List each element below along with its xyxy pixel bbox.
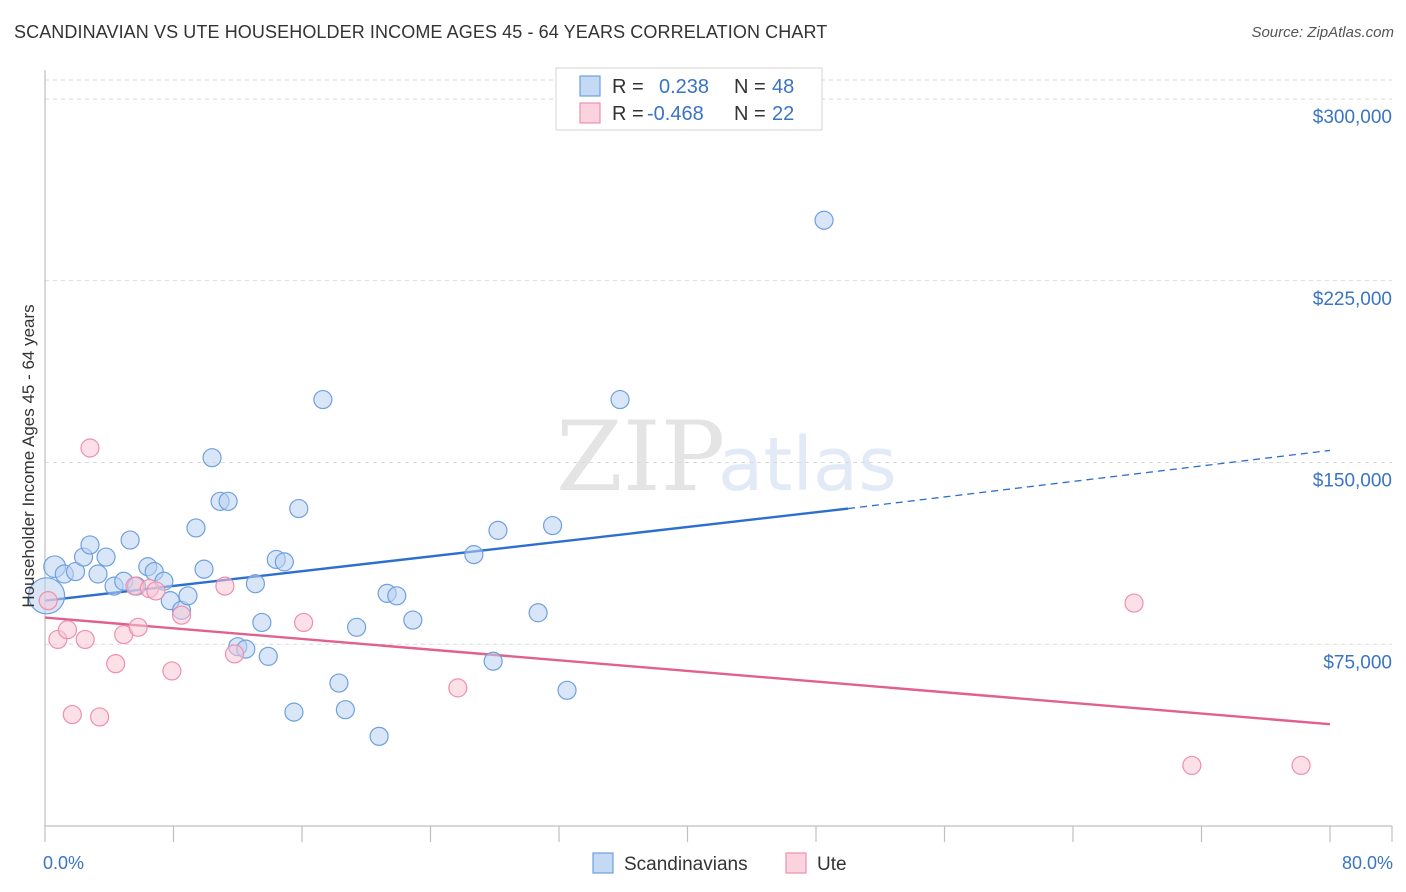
legend-swatch-scandinavians bbox=[579, 75, 601, 97]
legend-r-value-1: 0.238 bbox=[659, 76, 709, 98]
data-point-scandinavians bbox=[194, 559, 214, 579]
data-point-ute bbox=[171, 605, 192, 625]
y-tick-label: $300,000 bbox=[1313, 107, 1392, 128]
data-point-scandinavians bbox=[65, 561, 86, 582]
data-point-scandinavians bbox=[528, 603, 548, 623]
data-point-ute bbox=[57, 620, 78, 640]
legend-n-value-1: 48 bbox=[772, 76, 794, 98]
legend-n-label-2: N = bbox=[734, 103, 766, 125]
data-point-scandinavians bbox=[403, 610, 423, 630]
data-point-ute bbox=[75, 629, 95, 650]
data-point-scandinavians bbox=[252, 612, 272, 633]
data-point-scandinavians bbox=[335, 700, 355, 720]
data-point-scandinavians bbox=[464, 545, 484, 565]
data-point-ute bbox=[224, 644, 245, 664]
data-point-ute bbox=[448, 678, 468, 698]
data-point-ute bbox=[162, 661, 182, 681]
legend-r-value-2: -0.468 bbox=[647, 103, 704, 125]
axes bbox=[44, 70, 1393, 842]
stats-legend: R = 0.238 N = 48 R = -0.468 N = 22 bbox=[555, 67, 823, 131]
watermark-atlas: atlas bbox=[718, 422, 897, 508]
series-legend-swatch-scandinavians bbox=[592, 852, 614, 874]
data-point-scandinavians bbox=[329, 673, 349, 693]
data-point-scandinavians bbox=[96, 547, 116, 567]
data-point-scandinavians bbox=[483, 651, 503, 671]
series-legend-label-ute: Ute bbox=[817, 854, 847, 875]
data-point-scandinavians bbox=[258, 646, 278, 666]
data-point-scandinavians bbox=[557, 680, 577, 700]
series-legend-label-scandinavians: Scandinavians bbox=[624, 854, 748, 875]
legend-r-label-2: R = bbox=[612, 103, 644, 125]
data-point-scandinavians bbox=[274, 552, 294, 572]
series-legend-swatch-ute bbox=[785, 852, 807, 874]
data-point-scandinavians bbox=[245, 574, 266, 594]
y-tick-label: $225,000 bbox=[1313, 289, 1392, 310]
x-tick-label-min: 0.0% bbox=[43, 853, 84, 873]
data-point-scandinavians bbox=[178, 586, 198, 606]
data-point-scandinavians bbox=[814, 210, 834, 230]
data-point-scandinavians bbox=[202, 448, 222, 468]
grid-lines bbox=[45, 79, 1392, 645]
data-point-scandinavians bbox=[284, 702, 304, 722]
data-point-ute bbox=[80, 438, 100, 458]
data-point-scandinavians bbox=[542, 515, 563, 536]
data-point-scandinavians bbox=[488, 520, 508, 540]
series-legend: Scandinavians Ute bbox=[592, 852, 847, 875]
trend-line-scandinavians bbox=[44, 507, 849, 602]
watermark-zip: ZIP bbox=[556, 401, 725, 513]
trend-line-extension-scandinavians bbox=[848, 449, 1331, 510]
data-point-scandinavians bbox=[610, 389, 630, 410]
data-point-ute bbox=[1124, 593, 1144, 613]
x-tick-label-max: 80.0% bbox=[1342, 853, 1393, 873]
data-point-scandinavians bbox=[347, 617, 367, 637]
chart-title: SCANDINAVIAN VS UTE HOUSEHOLDER INCOME A… bbox=[14, 22, 828, 42]
y-tick-label: $75,000 bbox=[1323, 652, 1392, 673]
data-point-scandinavians bbox=[313, 389, 333, 410]
axis-labels: $75,000 $150,000 $225,000 $300,000 0.0% 80.0%… bbox=[19, 107, 1393, 873]
y-axis-label: Householder Income Ages 45 - 64 years bbox=[19, 304, 38, 607]
data-point-ute bbox=[128, 617, 148, 637]
data-points bbox=[28, 210, 1311, 776]
data-point-scandinavians bbox=[218, 491, 238, 511]
source-credit: Source: ZipAtlas.com bbox=[1251, 24, 1394, 41]
data-point-ute bbox=[106, 654, 126, 674]
data-point-ute bbox=[62, 704, 82, 725]
legend-r-label-1: R = bbox=[612, 76, 644, 98]
data-point-ute bbox=[1182, 755, 1202, 776]
data-point-scandinavians bbox=[80, 535, 100, 555]
data-point-ute bbox=[146, 581, 166, 601]
data-point-ute bbox=[294, 612, 314, 633]
data-point-ute bbox=[90, 707, 110, 727]
legend-n-label-1: N = bbox=[734, 76, 766, 98]
data-point-ute bbox=[38, 591, 58, 611]
data-point-scandinavians bbox=[289, 498, 309, 519]
data-point-scandinavians bbox=[369, 726, 389, 746]
legend-swatch-ute bbox=[579, 102, 601, 124]
data-point-ute bbox=[215, 576, 235, 596]
data-point-scandinavians bbox=[120, 530, 140, 550]
watermark: ZIP atlas bbox=[556, 401, 897, 513]
data-point-scandinavians bbox=[88, 564, 108, 584]
data-point-scandinavians bbox=[186, 518, 206, 538]
data-point-ute bbox=[1291, 755, 1311, 776]
trend-line-ute bbox=[44, 616, 1331, 726]
trend-lines bbox=[44, 449, 1331, 726]
legend-n-value-2: 22 bbox=[772, 103, 794, 125]
data-point-scandinavians bbox=[387, 586, 407, 606]
y-tick-label: $150,000 bbox=[1313, 471, 1392, 492]
